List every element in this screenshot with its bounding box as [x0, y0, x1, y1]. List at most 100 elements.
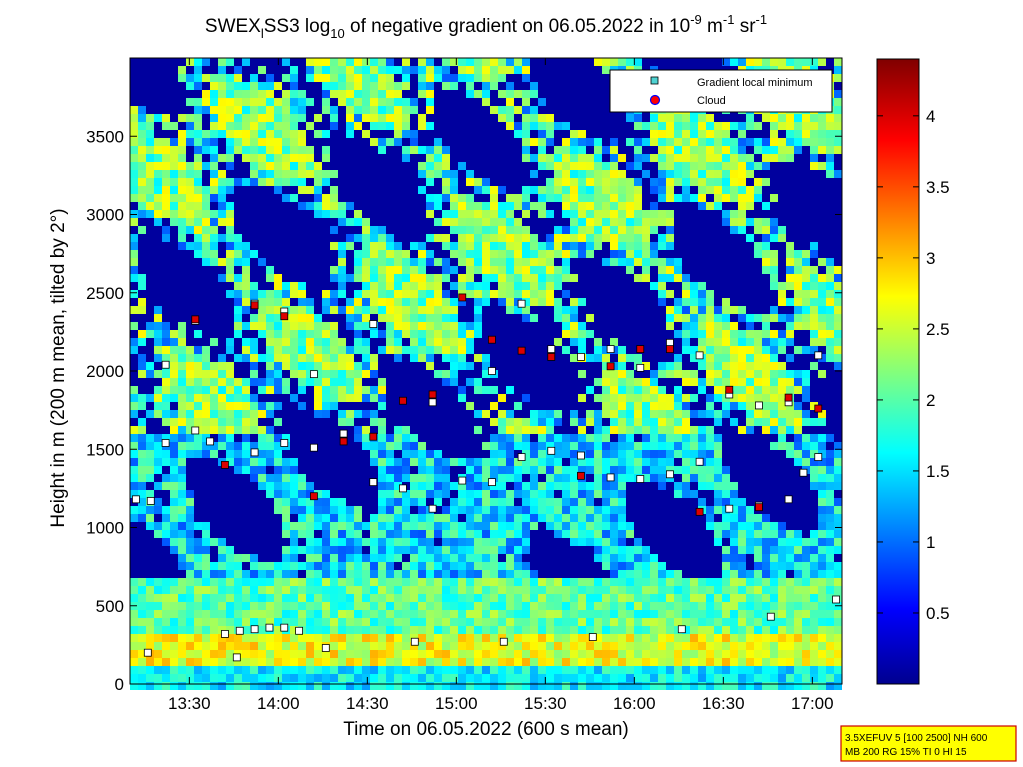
colorbar-tick-label: 1.5 — [926, 462, 950, 481]
y-tick-label: 500 — [96, 597, 124, 616]
gradient-min-marker — [636, 363, 645, 372]
gradient-min-marker — [321, 644, 330, 652]
gradient-min-marker — [161, 439, 170, 447]
gradient-min-marker — [606, 473, 615, 482]
cloud-marker — [695, 507, 704, 516]
gradient-min-marker — [310, 370, 318, 379]
gradient-min-marker — [161, 360, 170, 369]
cloud-marker — [428, 390, 437, 399]
gradient-min-marker — [232, 653, 241, 662]
x-tick-label: 13:30 — [168, 694, 211, 713]
x-tick-label: 15:30 — [524, 694, 567, 713]
info-line-1: 3.5XEFUV 5 [100 2500] NH 600 — [845, 733, 988, 744]
x-tick-label: 14:00 — [257, 694, 300, 713]
gradient-min-marker — [410, 637, 419, 646]
y-tick-label: 2000 — [86, 362, 124, 381]
cloud-marker — [458, 293, 467, 302]
cloud-marker — [488, 335, 496, 344]
y-tick-label: 0 — [115, 675, 124, 694]
cloud-marker — [666, 345, 674, 353]
chart-title: SWEXlSS3 log10 of negative gradient on 0… — [205, 12, 767, 41]
heatmap-field — [130, 58, 842, 690]
x-tick-label: 16:30 — [702, 694, 745, 713]
gradient-min-marker — [588, 633, 597, 641]
y-axis-label: Height in m (200 m mean, tilted by 2°) — [48, 208, 69, 527]
gradient-min-marker — [235, 626, 244, 635]
info-line-2: MB 200 RG 15% TI 0 HI 15 — [845, 747, 967, 758]
gradient-min-marker — [488, 478, 496, 487]
colorbar-ticks: 0.5 1 1.5 2 2.5 3 3.5 4 — [877, 107, 950, 623]
cloud-marker — [369, 432, 378, 441]
gradient-min-marker — [784, 495, 793, 504]
cloud-marker — [310, 492, 318, 501]
gradient-min-marker — [265, 623, 274, 632]
y-tick-label: 1000 — [86, 519, 124, 538]
x-tick-label: 17:00 — [791, 694, 834, 713]
cloud-marker — [280, 312, 289, 321]
gradient-min-marker — [250, 625, 259, 634]
gradient-min-marker — [517, 299, 526, 308]
cloud-marker — [636, 345, 645, 353]
cloud-marker — [221, 460, 229, 469]
info-box: 3.5XEFUV 5 [100 2500] NH 600 MB 200 RG 1… — [840, 725, 1017, 762]
cloud-marker — [547, 353, 556, 361]
marker-layer — [132, 293, 840, 662]
gradient-min-marker — [428, 398, 437, 407]
gradient-min-marker — [206, 437, 215, 446]
colorbar-tick-label: 2.5 — [926, 320, 950, 339]
gradient-min-marker — [766, 612, 775, 621]
cloud-marker — [755, 503, 763, 512]
gradient-min-marker — [666, 470, 674, 479]
gradient-min-marker — [250, 448, 259, 457]
colorbar-tick-label: 3 — [926, 249, 935, 268]
gradient-min-marker — [369, 320, 378, 328]
legend-cloud-marker — [649, 94, 661, 106]
gradient-min-marker — [577, 353, 585, 361]
gradient-min-marker — [339, 429, 348, 438]
cloud-marker — [814, 404, 823, 413]
x-axis-label: Time on 06.05.2022 (600 s mean) — [343, 719, 629, 740]
gradient-min-marker — [295, 626, 304, 635]
y-axis: 0 500 1000 1500 2000 2500 3000 3500 — [86, 127, 842, 694]
legend-label-cloud: Cloud — [697, 95, 726, 107]
cloud-marker — [784, 393, 793, 402]
x-tick-label: 15:00 — [435, 694, 478, 713]
colorbar-tick-label: 1 — [926, 533, 935, 552]
gradient-min-marker — [725, 504, 734, 513]
gradient-min-marker — [369, 478, 378, 487]
gradient-min-marker — [832, 595, 840, 604]
gradient-min-marker — [695, 351, 704, 360]
cloud-marker — [577, 471, 585, 480]
x-tick-label: 14:30 — [346, 694, 389, 713]
gradient-min-marker — [191, 426, 200, 435]
x-axis: 13:30 14:00 14:30 15:00 15:30 16:00 16:30 17:00 — [168, 58, 834, 713]
gradient-min-marker — [310, 443, 318, 452]
cloud-marker — [339, 437, 348, 446]
plot-area — [129, 57, 843, 690]
gradient-min-marker — [547, 345, 556, 353]
legend: Gradient local minimum Cloud — [609, 69, 833, 113]
gradient-min-marker — [517, 453, 526, 461]
gradient-min-marker — [547, 446, 556, 455]
gradient-min-marker — [428, 504, 437, 513]
gradient-min-marker — [221, 630, 229, 638]
y-tick-label: 2500 — [86, 284, 124, 303]
gradient-min-marker — [814, 351, 823, 360]
gradient-min-marker — [814, 453, 823, 461]
gradient-min-marker — [399, 484, 407, 493]
cloud-marker — [191, 315, 200, 324]
gradient-min-marker — [677, 625, 686, 634]
y-tick-label: 1500 — [86, 440, 124, 459]
legend-gradient-min-marker — [650, 76, 659, 85]
gradient-min-marker — [280, 623, 289, 632]
gradient-min-marker — [636, 475, 645, 483]
gradient-min-marker — [146, 496, 155, 505]
colorbar-tick-label: 3.5 — [926, 178, 950, 197]
cloud-marker — [399, 396, 407, 405]
gradient-min-marker — [132, 495, 140, 504]
x-tick-label: 16:00 — [613, 694, 656, 713]
colorbar-tick-label: 0.5 — [926, 604, 950, 623]
gradient-min-marker — [499, 637, 508, 646]
cloud-marker — [725, 385, 734, 394]
